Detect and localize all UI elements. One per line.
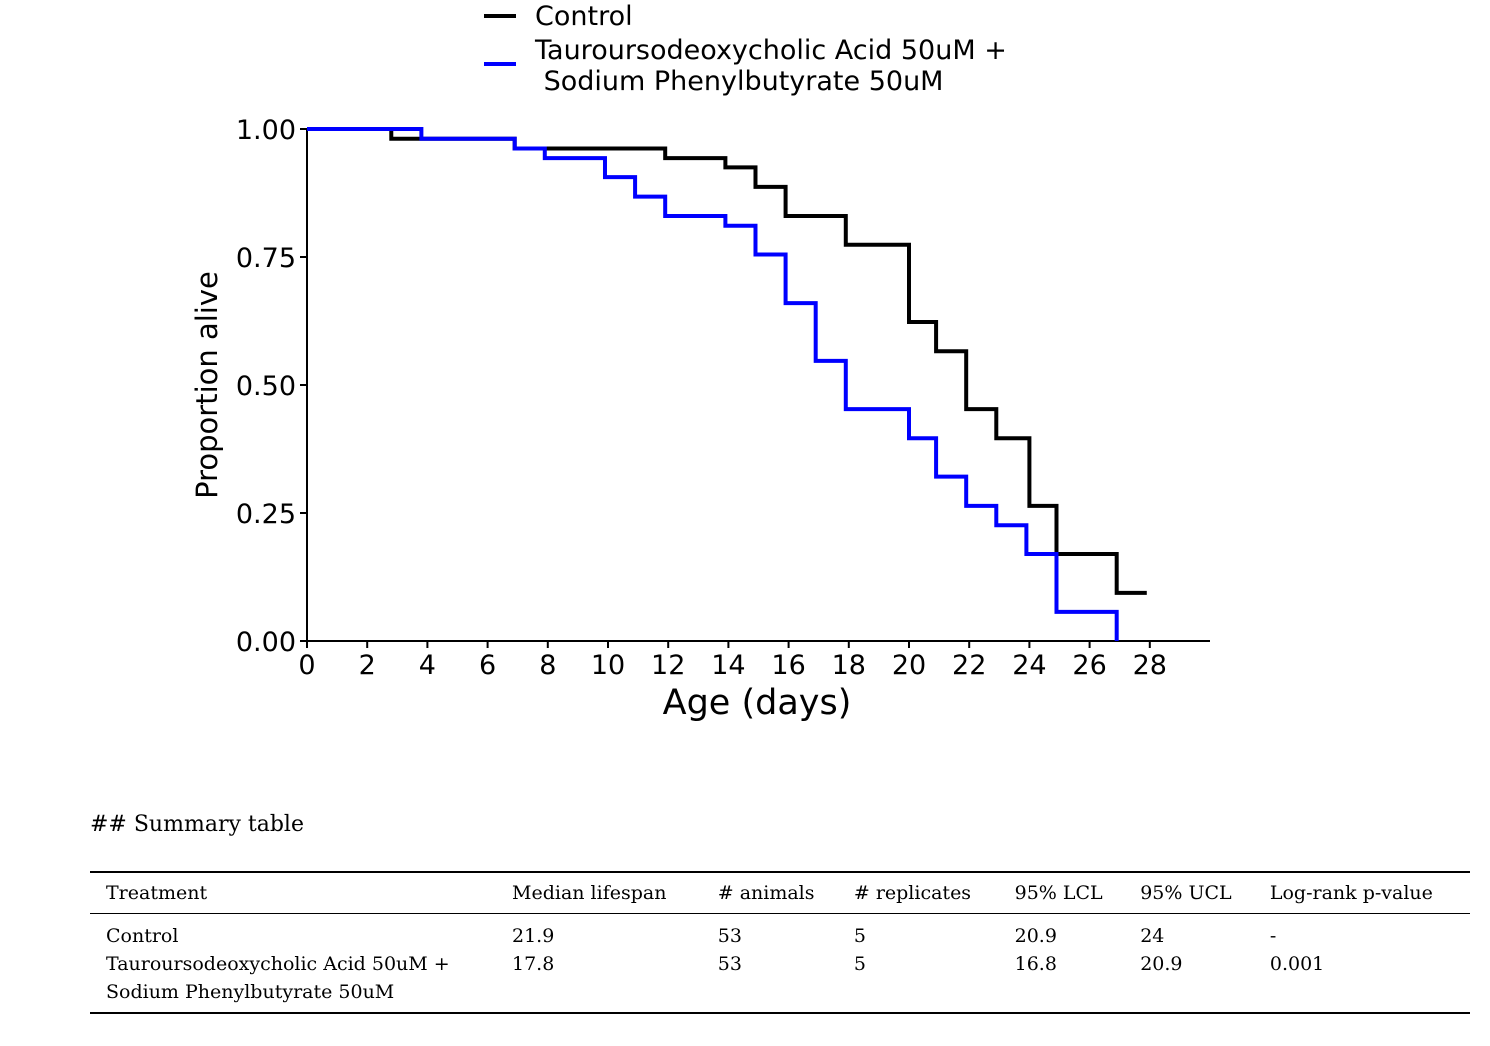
x-tick-label: 0 xyxy=(298,650,315,681)
cell-ucl: 24 xyxy=(1140,925,1165,947)
cell-animals: 53 xyxy=(717,953,742,975)
x-tick-label: 28 xyxy=(1133,650,1167,681)
table-heading: ## Summary table xyxy=(90,812,304,837)
cell-median: 21.9 xyxy=(512,925,555,947)
legend-label: Tauroursodeoxycholic Acid 50uM + Sodium … xyxy=(534,35,1007,97)
cell-replicates: 5 xyxy=(853,925,866,947)
y-axis-label: Proportion alive xyxy=(190,271,224,499)
cell-replicates: 5 xyxy=(853,953,866,975)
table-row: Tauroursodeoxycholic Acid 50uM + Sodium … xyxy=(90,950,1470,1013)
x-tick-label: 12 xyxy=(651,650,685,681)
x-tick-label: 22 xyxy=(952,650,986,681)
y-tick-label: 0.75 xyxy=(236,243,296,274)
x-tick-label: 16 xyxy=(771,650,805,681)
header-animals: # animals xyxy=(701,872,838,914)
header-median-lifespan: Median lifespan xyxy=(496,872,702,914)
header-treatment: Treatment xyxy=(90,872,496,914)
y-tick-label: 1.00 xyxy=(236,115,296,146)
summary-table: Treatment Median lifespan # animals # re… xyxy=(90,871,1470,1014)
x-tick-label: 10 xyxy=(591,650,625,681)
x-tick-label: 14 xyxy=(711,650,745,681)
legend-label-line: Tauroursodeoxycholic Acid 50uM + xyxy=(534,35,1007,66)
cell-median: 17.8 xyxy=(512,953,555,975)
cell-p-value: - xyxy=(1269,925,1277,947)
cell-lcl: 16.8 xyxy=(1014,953,1057,975)
series-layer xyxy=(307,127,1147,641)
x-tick-label: 8 xyxy=(539,650,556,681)
x-tick-label: 26 xyxy=(1072,650,1106,681)
treatment-line: Sodium Phenylbutyrate 50uM xyxy=(106,981,395,1003)
cell-ucl: 20.9 xyxy=(1140,953,1183,975)
x-tick-label: 20 xyxy=(892,650,926,681)
x-tick-label: 18 xyxy=(832,650,866,681)
cell-animals: 53 xyxy=(717,925,742,947)
axes: 0 2 4 6 8 10 12 14 16 18 20 22 24 26 280.000.250.500.7… xyxy=(236,115,1210,681)
treatment-line: Control xyxy=(106,925,179,947)
x-tick-label: 6 xyxy=(479,650,496,681)
y-tick-label: 0.25 xyxy=(236,499,296,530)
header-lcl: 95% LCL xyxy=(998,872,1125,914)
cell-lcl: 20.9 xyxy=(1014,925,1057,947)
x-tick-label: 4 xyxy=(419,650,436,681)
series-treatment-line xyxy=(307,127,1119,641)
header-ucl: 95% UCL xyxy=(1124,872,1254,914)
x-axis-label: Age (days) xyxy=(663,683,852,723)
header-replicates: # replicates xyxy=(837,872,999,914)
table-header-row: Treatment Median lifespan # animals # re… xyxy=(90,872,1470,914)
treatment-line: Tauroursodeoxycholic Acid 50uM + xyxy=(106,953,450,975)
legend-label: Control xyxy=(535,1,633,32)
table-row: Control 21.9 53 5 20.9 24 - xyxy=(90,914,1470,951)
header-p-value: Log-rank p-value xyxy=(1253,872,1470,914)
y-tick-label: 0.00 xyxy=(236,627,296,658)
legend-label-line: Control xyxy=(535,1,633,32)
cell-p-value: 0.001 xyxy=(1269,953,1325,975)
x-tick-label: 24 xyxy=(1012,650,1046,681)
y-tick-label: 0.50 xyxy=(236,371,296,402)
x-tick-label: 2 xyxy=(359,650,376,681)
cell-treatment: Control xyxy=(90,914,496,951)
cell-treatment: Tauroursodeoxycholic Acid 50uM + Sodium … xyxy=(90,950,496,1013)
legend-label-line: Sodium Phenylbutyrate 50uM xyxy=(535,66,943,97)
